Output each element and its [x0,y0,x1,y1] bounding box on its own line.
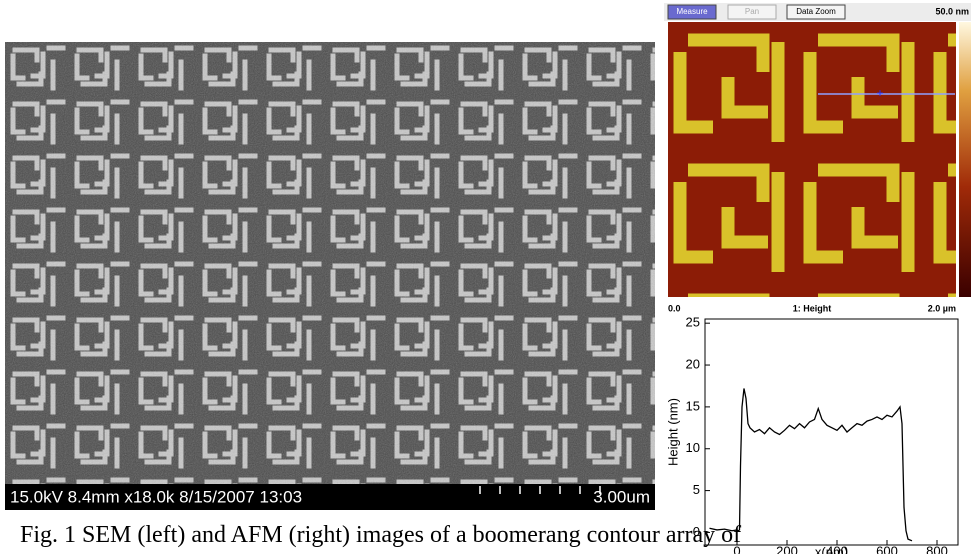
zoom-label: Data Zoom [796,7,836,16]
sem-info: 15.0kV 8.4mm x18.0k 8/15/2007 13:03 [10,487,302,506]
x-axis-label: x(nm) [815,544,848,554]
afm-x-max: 2.0 µm [928,303,956,313]
plot-frame [705,319,958,545]
colorbar-max: 50.0 nm [935,6,969,16]
afm-x-min: 0.0 [668,303,681,313]
sem-scale: 3.00um [593,487,650,506]
sem-noise [5,42,655,484]
y-tick-label: 5 [693,482,700,497]
x-tick-label: 600 [876,543,898,554]
afm-channel: 1: Height [793,303,832,313]
afm-image [668,22,956,297]
pan-label: Pan [745,7,759,16]
profile-line [710,388,913,540]
measure-label: Measure [676,7,708,16]
y-tick-label: 15 [686,398,700,413]
figure: 15.0kV 8.4mm x18.0k 8/15/2007 13:03 3.00… [0,0,971,554]
caption: Fig. 1 SEM (left) and AFM (right) images… [20,522,741,549]
y-tick-label: 20 [686,356,700,371]
x-tick-label: 800 [926,543,948,554]
y-tick-label: 10 [686,440,700,455]
x-tick-label: 200 [776,543,798,554]
colorbar [959,22,971,297]
y-axis-label: Height (nm) [665,398,680,466]
y-tick-label: 25 [686,315,700,330]
page: {"sem": {"info": "15.0kV 8.4mm x18.0k 8/… [0,0,971,554]
measure-cursor: + [876,86,883,100]
